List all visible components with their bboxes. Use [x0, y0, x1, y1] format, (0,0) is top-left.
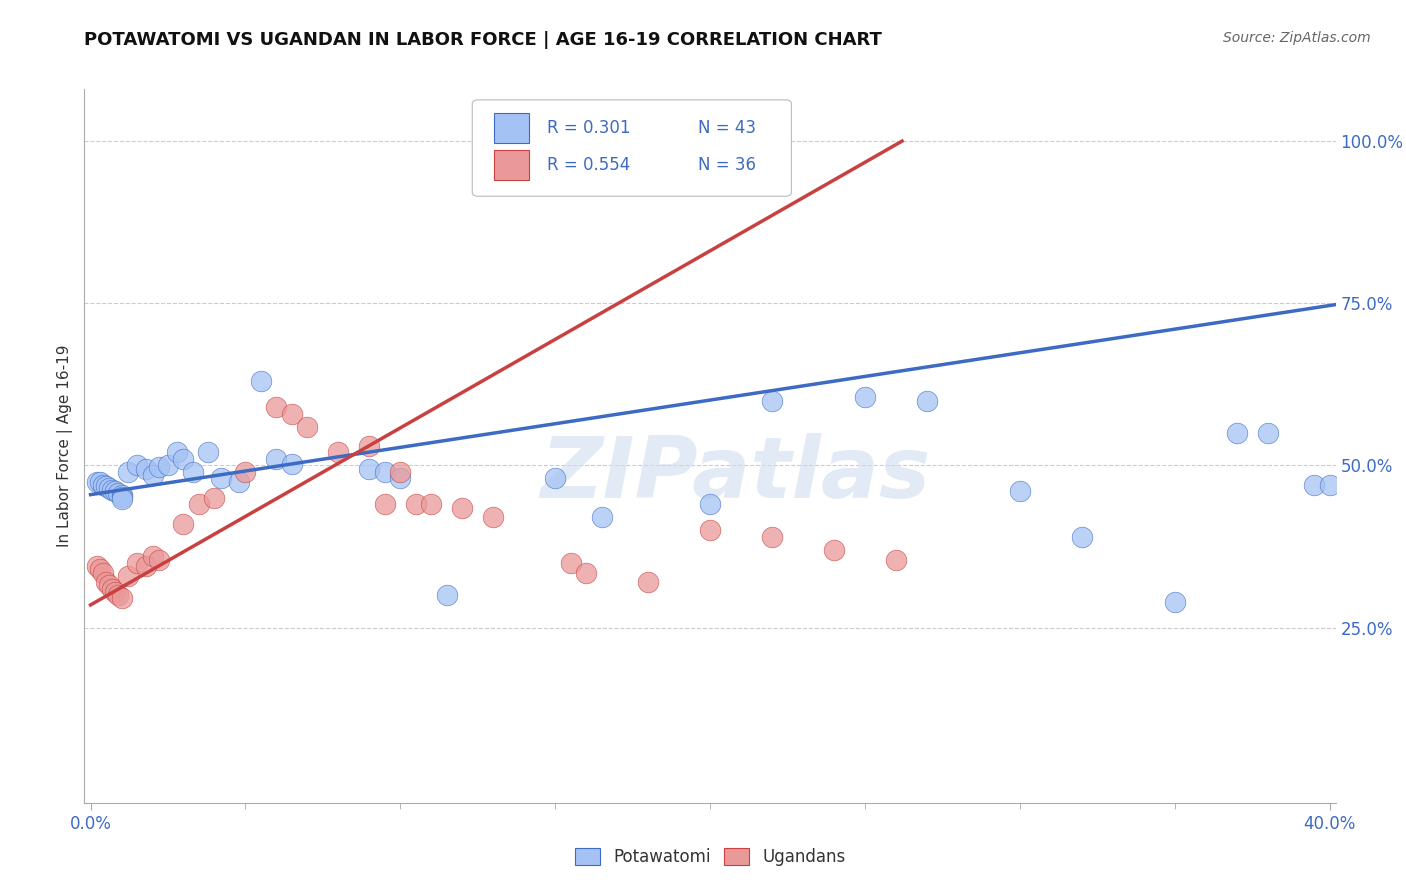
Point	[853, 390, 876, 404]
Point	[181, 465, 204, 479]
Point	[86, 559, 108, 574]
Point	[761, 530, 783, 544]
Point	[172, 452, 194, 467]
Point	[637, 575, 659, 590]
Point	[204, 491, 226, 505]
Point	[117, 568, 139, 582]
Point	[328, 445, 350, 459]
Point	[117, 465, 139, 479]
Point	[110, 491, 132, 506]
Point	[209, 471, 232, 485]
Point	[389, 465, 412, 479]
Point	[107, 588, 129, 602]
Point	[172, 516, 194, 531]
Point	[482, 510, 505, 524]
Point	[761, 393, 783, 408]
Point	[110, 490, 132, 504]
Point	[451, 500, 474, 515]
Point	[915, 393, 938, 408]
Point	[1226, 425, 1249, 440]
Point	[1257, 425, 1279, 440]
Point	[266, 452, 288, 467]
Point	[107, 485, 129, 500]
Text: ZIPatlas: ZIPatlas	[540, 433, 931, 516]
Point	[156, 458, 179, 473]
Legend: Potawatomi, Ugandans: Potawatomi, Ugandans	[568, 841, 852, 873]
FancyBboxPatch shape	[472, 100, 792, 196]
Point	[374, 497, 396, 511]
Text: R = 0.301: R = 0.301	[547, 119, 631, 136]
Point	[188, 497, 211, 511]
Text: N = 43: N = 43	[697, 119, 755, 136]
Point	[1319, 478, 1341, 492]
Point	[699, 497, 721, 511]
Point	[1070, 530, 1092, 544]
Point	[104, 585, 127, 599]
Point	[141, 468, 163, 483]
Point	[420, 497, 443, 511]
Point	[1008, 484, 1031, 499]
Point	[89, 475, 111, 489]
Text: Source: ZipAtlas.com: Source: ZipAtlas.com	[1223, 31, 1371, 45]
Point	[250, 374, 273, 388]
Point	[266, 400, 288, 414]
Point	[166, 445, 188, 459]
Point	[281, 457, 304, 471]
Point	[98, 481, 121, 495]
Point	[591, 510, 613, 524]
Point	[575, 566, 598, 580]
FancyBboxPatch shape	[494, 112, 529, 143]
Point	[436, 588, 458, 602]
Text: N = 36: N = 36	[697, 156, 755, 174]
Point	[297, 419, 319, 434]
FancyBboxPatch shape	[494, 150, 529, 180]
Point	[1163, 595, 1185, 609]
Point	[101, 582, 124, 596]
Point	[884, 552, 907, 566]
Point	[141, 549, 163, 564]
Point	[197, 445, 219, 459]
Text: R = 0.554: R = 0.554	[547, 156, 631, 174]
Point	[389, 471, 412, 485]
Point	[374, 465, 396, 479]
Point	[110, 488, 132, 502]
Point	[148, 552, 170, 566]
Point	[89, 562, 111, 576]
Point	[359, 461, 381, 475]
Point	[135, 461, 157, 475]
Point	[405, 497, 427, 511]
Point	[281, 407, 304, 421]
Point	[560, 556, 582, 570]
Point	[86, 475, 108, 489]
Y-axis label: In Labor Force | Age 16-19: In Labor Force | Age 16-19	[58, 344, 73, 548]
Point	[148, 459, 170, 474]
Point	[91, 478, 114, 492]
Point	[699, 524, 721, 538]
Point	[1303, 478, 1326, 492]
Point	[110, 591, 132, 606]
Point	[135, 559, 157, 574]
Point	[235, 465, 257, 479]
Point	[823, 542, 845, 557]
Point	[101, 483, 124, 497]
Point	[359, 439, 381, 453]
Point	[104, 484, 127, 499]
Point	[94, 575, 117, 590]
Point	[228, 475, 250, 489]
Text: POTAWATOMI VS UGANDAN IN LABOR FORCE | AGE 16-19 CORRELATION CHART: POTAWATOMI VS UGANDAN IN LABOR FORCE | A…	[84, 31, 882, 49]
Point	[98, 578, 121, 592]
Point	[125, 458, 148, 473]
Point	[94, 479, 117, 493]
Point	[91, 566, 114, 580]
Point	[544, 471, 567, 485]
Point	[125, 556, 148, 570]
